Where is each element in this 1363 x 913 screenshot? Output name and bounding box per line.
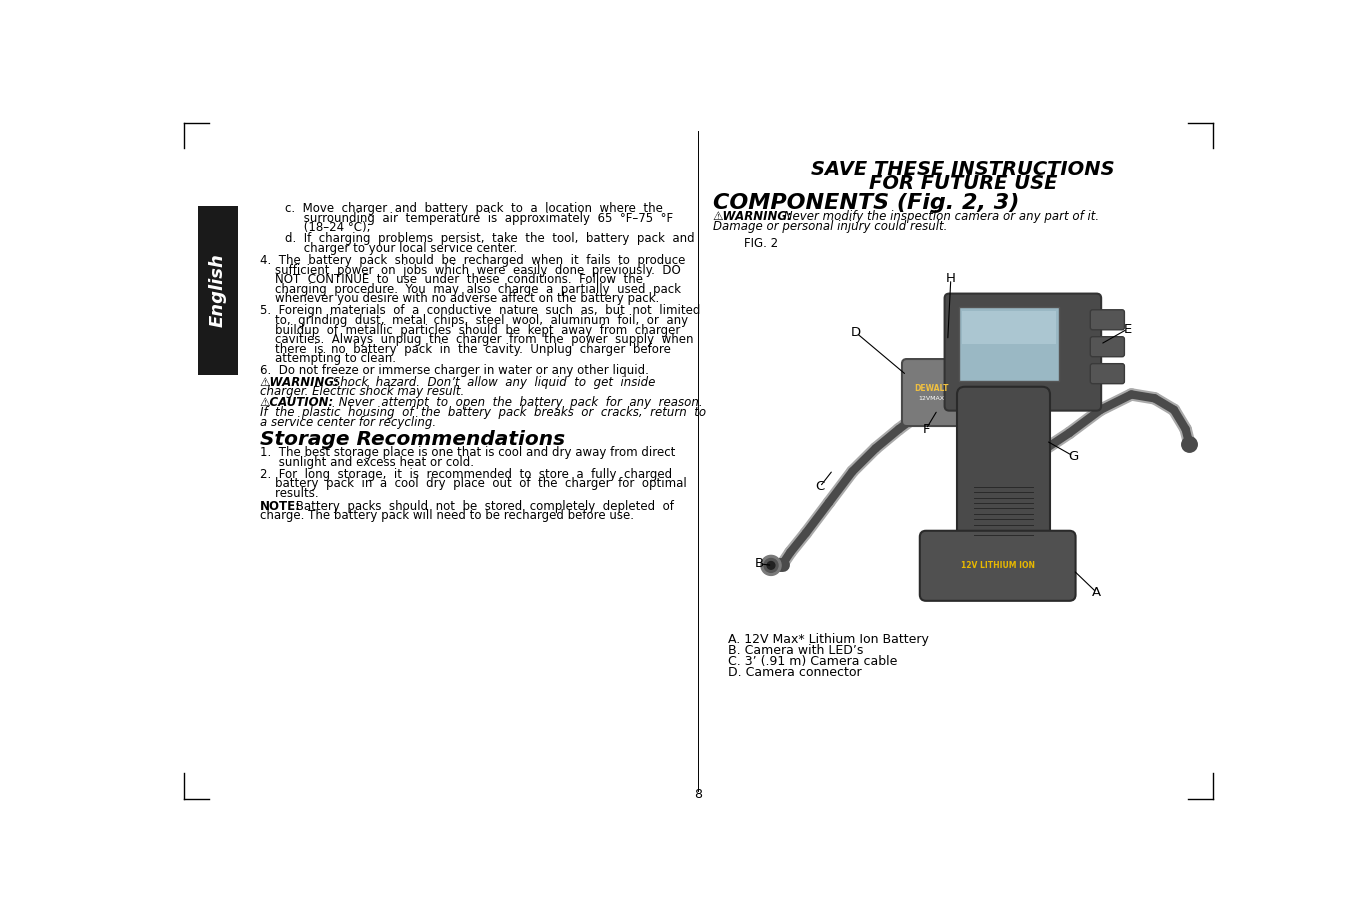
Text: charging  procedure.  You  may  also  charge  a  partially  used  pack: charging procedure. You may also charge …	[259, 283, 680, 296]
Text: c.  Move  charger  and  battery  pack  to  a  location  where  the: c. Move charger and battery pack to a lo…	[285, 202, 662, 215]
FancyBboxPatch shape	[1090, 310, 1124, 330]
Text: B. Camera with LED’s: B. Camera with LED’s	[728, 644, 864, 657]
Text: Battery  packs  should  not  be  stored  completely  depleted  of: Battery packs should not be stored compl…	[292, 499, 673, 512]
Text: there  is  no  battery  pack  in  the  cavity.  Unplug  charger  before: there is no battery pack in the cavity. …	[259, 343, 671, 356]
Text: sufficient  power  on  jobs  which  were  easily  done  previously.  DO: sufficient power on jobs which were easi…	[259, 264, 680, 277]
Text: G: G	[1069, 449, 1078, 463]
Text: DEWALT: DEWALT	[915, 384, 949, 394]
Text: Never  attempt  to  open  the  battery  pack  for  any  reason.: Never attempt to open the battery pack f…	[335, 396, 703, 409]
Text: attempting to clean.: attempting to clean.	[259, 352, 395, 365]
Text: Never modify the inspection camera or any part of it.: Never modify the inspection camera or an…	[780, 210, 1100, 224]
Text: NOT  CONTINUE  to  use  under  these  conditions.  Follow  the: NOT CONTINUE to use under these conditio…	[259, 273, 642, 286]
Text: C. 3’ (.91 m) Camera cable: C. 3’ (.91 m) Camera cable	[728, 655, 898, 667]
Text: ⚠WARNING:: ⚠WARNING:	[713, 210, 793, 224]
Text: charger. Electric shock may result.: charger. Electric shock may result.	[259, 385, 463, 398]
Text: H: H	[946, 272, 955, 286]
Text: COMPONENTS (Fig. 2, 3): COMPONENTS (Fig. 2, 3)	[713, 194, 1020, 214]
Text: FOR FUTURE USE: FOR FUTURE USE	[868, 174, 1058, 194]
Text: ⚠WARNING:: ⚠WARNING:	[259, 375, 339, 389]
FancyBboxPatch shape	[198, 205, 237, 375]
Text: B: B	[755, 557, 763, 571]
Text: 4.  The  battery  pack  should  be  recharged  when  it  fails  to  produce: 4. The battery pack should be recharged …	[259, 254, 684, 267]
Text: d.  If  charging  problems  persist,  take  the  tool,  battery  pack  and: d. If charging problems persist, take th…	[285, 233, 695, 246]
Text: a service center for recycling.: a service center for recycling.	[259, 415, 436, 428]
Text: F: F	[923, 423, 930, 436]
FancyBboxPatch shape	[1090, 363, 1124, 383]
Circle shape	[767, 561, 776, 569]
Text: cavities.  Always  unplug  the  charger  from  the  power  supply  when: cavities. Always unplug the charger from…	[259, 333, 692, 346]
Text: A: A	[1092, 586, 1101, 599]
Text: charge. The battery pack will need to be recharged before use.: charge. The battery pack will need to be…	[259, 509, 634, 522]
Text: charger to your local service center.: charger to your local service center.	[285, 242, 518, 255]
Text: C: C	[815, 480, 825, 493]
Text: 1.  The best storage place is one that is cool and dry away from direct: 1. The best storage place is one that is…	[259, 446, 675, 459]
Text: 12VMAX: 12VMAX	[919, 396, 945, 401]
Text: 2.  For  long  storage,  it  is  recommended  to  store  a  fully  charged: 2. For long storage, it is recommended t…	[259, 467, 672, 480]
Text: NOTE:: NOTE:	[259, 499, 300, 512]
Text: results.: results.	[259, 487, 318, 499]
Text: 8: 8	[694, 788, 702, 801]
Text: D: D	[851, 326, 861, 340]
Text: battery  pack  in  a  cool  dry  place  out  of  the  charger  for  optimal: battery pack in a cool dry place out of …	[259, 477, 686, 490]
Text: FIG. 2: FIG. 2	[744, 237, 778, 250]
Text: D. Camera connector: D. Camera connector	[728, 666, 861, 678]
Text: 12V LITHIUM ION: 12V LITHIUM ION	[961, 561, 1035, 571]
Text: buildup  of  metallic  particles  should  be  kept  away  from  charger: buildup of metallic particles should be …	[259, 323, 680, 337]
Circle shape	[765, 559, 778, 572]
Text: A. 12V Max* Lithium Ion Battery: A. 12V Max* Lithium Ion Battery	[728, 633, 930, 646]
Text: 6.  Do not freeze or immerse charger in water or any other liquid.: 6. Do not freeze or immerse charger in w…	[259, 364, 649, 377]
Text: If  the  plastic  housing  of  the  battery  pack  breaks  or  cracks,  return  : If the plastic housing of the battery pa…	[259, 406, 706, 419]
FancyBboxPatch shape	[1090, 337, 1124, 357]
Text: whenever you desire with no adverse affect on the battery pack.: whenever you desire with no adverse affe…	[259, 292, 658, 306]
FancyBboxPatch shape	[957, 387, 1050, 564]
Text: sunlight and excess heat or cold.: sunlight and excess heat or cold.	[259, 456, 473, 468]
FancyBboxPatch shape	[945, 294, 1101, 411]
Text: 5.  Foreign  materials  of  a  conductive  nature  such  as,  but  not  limited: 5. Foreign materials of a conductive nat…	[259, 304, 699, 318]
Text: to,  grinding  dust,  metal  chips,  steel  wool,  aluminum  foil,  or  any: to, grinding dust, metal chips, steel wo…	[259, 314, 687, 327]
Text: (18–24 °C);: (18–24 °C);	[285, 221, 371, 235]
Text: SAVE THESE INSTRUCTIONS: SAVE THESE INSTRUCTIONS	[811, 160, 1115, 179]
Text: ⚠CAUTION:: ⚠CAUTION:	[259, 396, 334, 409]
FancyBboxPatch shape	[920, 530, 1075, 601]
FancyBboxPatch shape	[962, 310, 1056, 343]
Text: Shock  hazard.  Don’t  allow  any  liquid  to  get  inside: Shock hazard. Don’t allow any liquid to …	[330, 375, 656, 389]
Text: surrounding  air  temperature  is  approximately  65  °F–75  °F: surrounding air temperature is approxima…	[285, 212, 673, 225]
Text: Storage Recommendations: Storage Recommendations	[259, 430, 564, 449]
Circle shape	[1182, 436, 1197, 452]
Text: English: English	[209, 254, 226, 328]
Text: Damage or personal injury could result.: Damage or personal injury could result.	[713, 220, 947, 233]
FancyBboxPatch shape	[902, 359, 962, 426]
Circle shape	[761, 555, 781, 575]
FancyBboxPatch shape	[958, 308, 1059, 381]
Text: E: E	[1123, 322, 1131, 335]
